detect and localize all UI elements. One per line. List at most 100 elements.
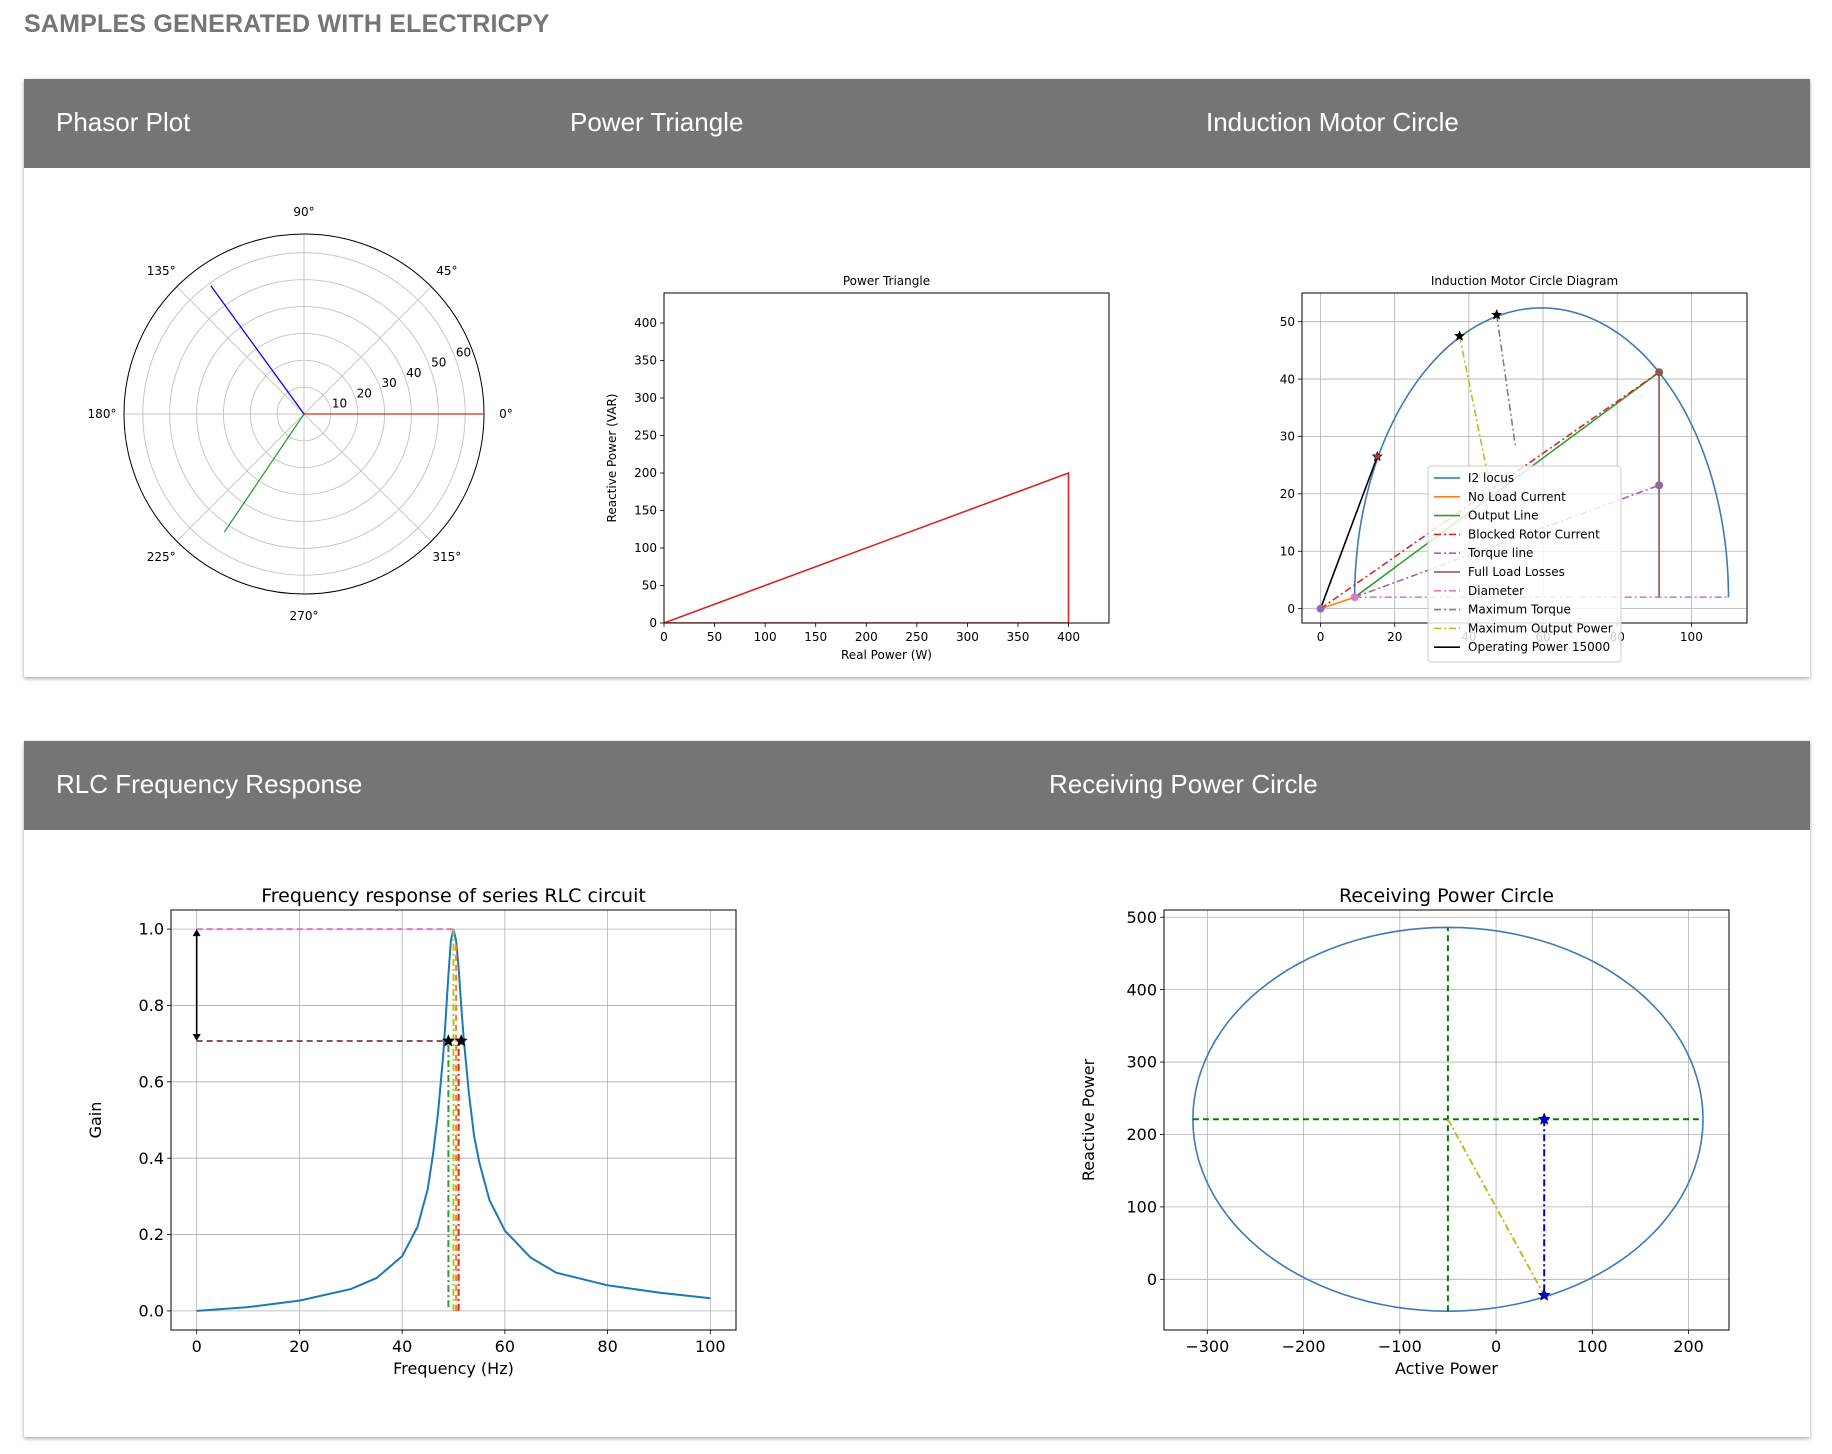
arrow-head-down xyxy=(192,1033,201,1041)
x-tick-label: 250 xyxy=(905,630,928,644)
y-tick-label: 50 xyxy=(642,579,657,593)
legend-entry-7: Maximum Torque xyxy=(1468,603,1571,617)
card-title-induction-motor-circle: Induction Motor Circle xyxy=(1206,107,1459,137)
series-line-0 xyxy=(196,928,711,1312)
x-tick-label: 0 xyxy=(660,630,668,644)
angle-tick-label: 180° xyxy=(88,407,117,421)
x-tick-label: 40 xyxy=(392,1337,412,1356)
x-tick-label: 200 xyxy=(1673,1337,1704,1356)
plot-area xyxy=(196,928,711,1312)
x-tick-label: 60 xyxy=(495,1337,515,1356)
card-header: RLC Frequency Response Receiving Power C… xyxy=(24,741,1810,830)
phasor-plot: 0° 45° 90° 135° 180° 225° 270° 315° 10 20 30 40 50 60 xyxy=(88,205,513,623)
y-tick-label: 350 xyxy=(634,354,657,368)
page-heading: SAMPLES GENERATED WITH ELECTRICPY xyxy=(24,10,550,38)
y-tick-label: 0.6 xyxy=(139,1072,164,1091)
y-tick-label: 0 xyxy=(649,616,657,630)
x-tick-label: 100 xyxy=(754,630,777,644)
legend-entry-4: Torque line xyxy=(1467,546,1533,560)
angle-tick-label: 225° xyxy=(147,550,176,564)
x-axis-label: Frequency (Hz) xyxy=(393,1359,514,1378)
star-marker-1 xyxy=(441,1034,455,1047)
x-tick-label: 50 xyxy=(707,630,722,644)
card-title-receiving-power-circle: Receiving Power Circle xyxy=(1049,769,1318,799)
y-tick-label: 100 xyxy=(1126,1197,1157,1216)
y-tick-label: 300 xyxy=(1126,1053,1157,1072)
star-marker-2 xyxy=(1491,309,1503,320)
y-axis-label: Reactive Power xyxy=(1079,1058,1098,1181)
x-tick-label: 300 xyxy=(956,630,979,644)
legend-entry-9: Operating Power 15000 xyxy=(1468,640,1610,654)
point-marker-6 xyxy=(1316,604,1325,613)
chart-title: Frequency response of series RLC circuit xyxy=(261,885,646,907)
legend-entry-0: I2 locus xyxy=(1468,471,1514,485)
chart-title: Receiving Power Circle xyxy=(1339,885,1554,907)
y-tick-label: 0.2 xyxy=(139,1225,164,1244)
card-title-rlc-frequency-response: RLC Frequency Response xyxy=(56,769,363,799)
x-tick-label: −100 xyxy=(1378,1337,1422,1356)
star-marker-1 xyxy=(1537,1288,1551,1301)
x-tick-label: 20 xyxy=(289,1337,309,1356)
y-tick-label: 200 xyxy=(1126,1125,1157,1144)
x-axis-label: Active Power xyxy=(1395,1359,1498,1378)
x-tick-label: 0 xyxy=(192,1337,202,1356)
angle-tick-label: 270° xyxy=(290,609,319,623)
power-triangle-chart: 0 50 100 150 200 250 300 350 400 0 50 100 150 200 250 3… xyxy=(605,274,1110,662)
radial-tick-label: 30 xyxy=(381,376,396,390)
y-tick-label: 0.0 xyxy=(139,1302,164,1321)
angular-grid-line xyxy=(303,413,432,542)
legend-entry-3: Blocked Rotor Current xyxy=(1468,527,1600,541)
phasor-line-2 xyxy=(223,413,305,533)
star-marker-0 xyxy=(454,1034,468,1047)
radial-tick-label: 20 xyxy=(357,386,372,400)
y-tick-label: 0.8 xyxy=(139,996,164,1015)
y-tick-label: 400 xyxy=(634,316,657,330)
x-axis-label: Real Power (W) xyxy=(841,648,932,662)
legend-entry-5: Full Load Losses xyxy=(1468,565,1565,579)
angle-tick-label: 315° xyxy=(432,550,461,564)
legend-entry-2: Output Line xyxy=(1468,509,1539,523)
axes-frame xyxy=(663,292,1110,624)
angular-grid-line xyxy=(303,286,432,415)
x-tick-label: −200 xyxy=(1282,1337,1326,1356)
x-tick-label: 100 xyxy=(1577,1337,1608,1356)
y-tick-label: 0.4 xyxy=(139,1149,164,1168)
arrow-head-up xyxy=(192,929,201,937)
x-tick-label: 100 xyxy=(695,1337,726,1356)
x-tick-label: 150 xyxy=(804,630,827,644)
radial-tick-label: 40 xyxy=(406,366,421,380)
star-marker-0 xyxy=(1371,450,1383,462)
chart-title: Power Triangle xyxy=(843,274,930,288)
y-axis-label: Reactive Power (VAR) xyxy=(605,394,619,523)
y-tick-label: 150 xyxy=(634,504,657,518)
x-tick-label: 400 xyxy=(1057,630,1080,644)
card-title-power-triangle: Power Triangle xyxy=(570,107,744,137)
angle-tick-label: 135° xyxy=(147,264,176,278)
x-tick-label: 350 xyxy=(1007,630,1030,644)
bottom-samples-card: RLC Frequency Response Receiving Power C… xyxy=(24,741,1810,1437)
y-tick-label: 20 xyxy=(1280,487,1295,501)
circle-locus-line xyxy=(1353,307,1730,598)
axes-frame xyxy=(170,909,737,1331)
receiving-power-chart: −300 −200 −100 0 100 200 0 100 200 300 400 500 Recei… xyxy=(1079,885,1730,1378)
radial-tick-label: 10 xyxy=(332,397,347,411)
series-line-0 xyxy=(664,471,1070,623)
radial-tick-label: 60 xyxy=(456,345,471,359)
axes-frame xyxy=(1163,909,1730,1331)
y-tick-label: 400 xyxy=(1126,980,1157,999)
point-marker-4 xyxy=(1655,481,1664,490)
rlc-frequency-chart: 0 20 40 60 80 100 0.0 0.2 0.4 0.6 0.8 1.0 Frequency … xyxy=(86,885,737,1378)
angle-tick-label: 90° xyxy=(293,205,314,219)
y-tick-label: 1.0 xyxy=(139,920,164,939)
y-tick-label: 250 xyxy=(634,429,657,443)
top-samples-card: Phasor Plot Power Triangle Induction Mot… xyxy=(24,79,1810,677)
series-line-7 xyxy=(1495,314,1516,446)
x-tick-label: 0 xyxy=(1491,1337,1501,1356)
y-axis-label: Gain xyxy=(86,1102,105,1139)
series-line-9 xyxy=(1319,456,1379,609)
legend-entry-8: Maximum Output Power xyxy=(1468,621,1613,635)
y-tick-label: 0 xyxy=(1287,602,1295,616)
chart-title: Induction Motor Circle Diagram xyxy=(1431,274,1618,288)
angle-tick-label: 45° xyxy=(436,264,457,278)
card-body: 0° 45° 90° 135° 180° 225° 270° 315° 10 20 30 40 50 60… xyxy=(24,168,1810,677)
